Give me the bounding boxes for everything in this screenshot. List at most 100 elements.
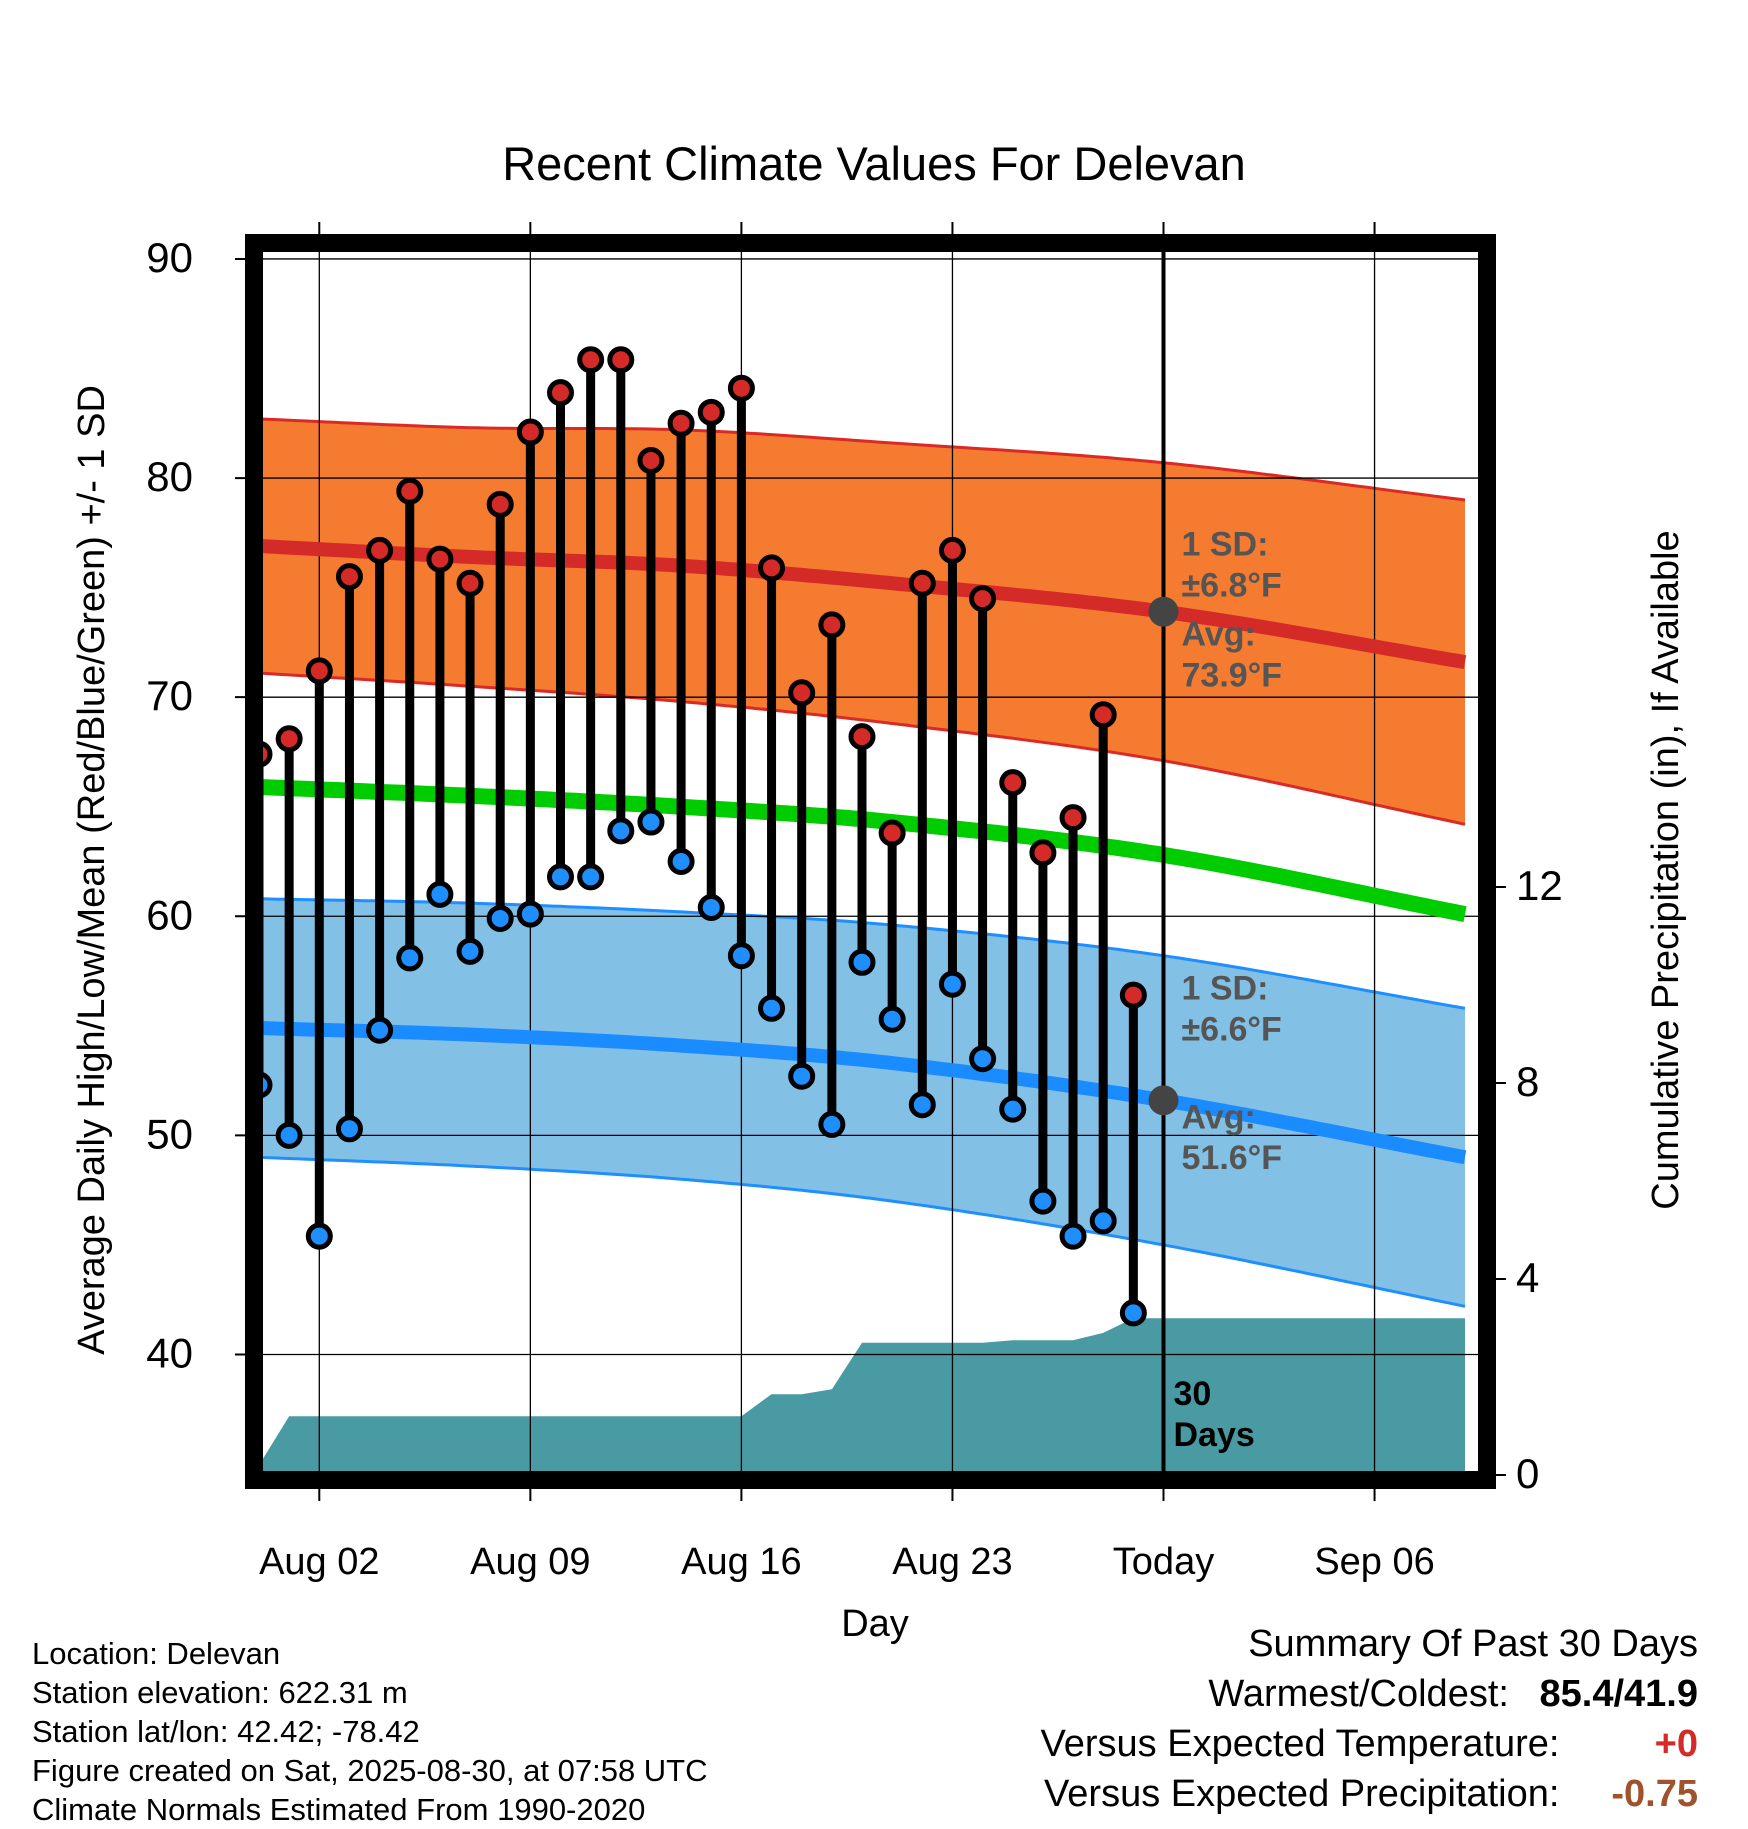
low-point-2025-08-28 — [1089, 1207, 1117, 1235]
low-sd-annotation: 1 SD: ±6.6°F — [1182, 970, 1282, 1049]
high-point-2025-08-18 — [788, 679, 816, 707]
low-point-2025-08-02 — [305, 1222, 333, 1250]
low-point-2025-08-11 — [577, 863, 605, 891]
summary-temp-label: Versus Expected Temperature: — [1040, 1723, 1560, 1765]
high-sd-annotation: 1 SD: ±6.8°F — [1182, 526, 1282, 605]
low-point-2025-08-21 — [878, 1005, 906, 1033]
footer-info: Location: Delevan Station elevation: 622… — [32, 1634, 708, 1829]
high-sd-band-upper-edge — [258, 417, 1466, 502]
x-tick-label-3: Aug 23 — [892, 1541, 1012, 1583]
footer-created: Figure created on Sat, 2025-08-30, at 07… — [32, 1753, 708, 1788]
high-point-2025-08-21 — [878, 819, 906, 847]
axes-layer: 40 50 60 70 80 90 0 4 8 12 Aug 02 Aug 09 Aug 16 Aug 2… — [146, 222, 1563, 1583]
high-point-2025-08-03 — [335, 563, 363, 591]
summary-warmest-label: Warmest/Coldest: — [1208, 1673, 1509, 1715]
summary-warmest-value: 85.4/41.9 — [1539, 1673, 1698, 1715]
summary-precip-value: -0.75 — [1611, 1773, 1698, 1815]
low-point-2025-08-01 — [275, 1121, 303, 1149]
footer-normals: Climate Normals Estimated From 1990-2020 — [32, 1792, 646, 1827]
today-low-normal-marker — [1148, 1085, 1179, 1116]
low-point-2025-08-26 — [1029, 1187, 1057, 1215]
high-point-2025-08-13 — [637, 447, 665, 475]
low-point-2025-08-06 — [426, 880, 454, 908]
high-point-2025-08-02 — [305, 657, 333, 685]
high-sd-band-lower-edge — [258, 671, 1466, 826]
y-right-tick-label-4: 4 — [1516, 1254, 1539, 1301]
high-point-2025-08-26 — [1029, 839, 1057, 867]
high-point-2025-08-27 — [1059, 804, 1087, 832]
low-point-2025-08-12 — [607, 817, 635, 845]
high-point-2025-08-07 — [456, 569, 484, 597]
high-point-2025-08-29 — [1119, 981, 1147, 1009]
days-annotation-line-2: Days — [1174, 1416, 1255, 1454]
x-tick-label-5: Sep 06 — [1314, 1541, 1434, 1583]
high-point-2025-08-22 — [908, 569, 936, 597]
high-avg-line — [258, 539, 1467, 669]
high-avg-annotation-line-2: 73.9°F — [1182, 657, 1283, 695]
low-point-2025-08-03 — [335, 1115, 363, 1143]
y-right-tick-label-8: 8 — [1516, 1058, 1539, 1105]
footer-latlon: Station lat/lon: 42.42; -78.42 — [32, 1714, 420, 1749]
y-right-tick-label-0: 0 — [1516, 1450, 1539, 1497]
summary-precip-label: Versus Expected Precipitation: — [1044, 1773, 1560, 1815]
y-left-tick-label-60: 60 — [146, 891, 193, 938]
x-tick-label-1: Aug 09 — [470, 1541, 590, 1583]
y-left-tick-label-50: 50 — [146, 1110, 193, 1157]
days-annotation: 30 Days — [1174, 1375, 1255, 1454]
low-avg-annotation-line-1: Avg: — [1182, 1098, 1256, 1136]
y-right-tick-label-12: 12 — [1516, 862, 1563, 909]
high-point-2025-08-05 — [396, 477, 424, 505]
low-point-2025-08-15 — [697, 894, 725, 922]
high-point-2025-08-15 — [697, 398, 725, 426]
y-left-tick-label-40: 40 — [146, 1329, 193, 1376]
high-point-2025-08-01 — [275, 725, 303, 753]
x-tick-label-2: Aug 16 — [681, 1541, 801, 1583]
low-sd-band-lower-edge — [258, 1155, 1466, 1308]
y-axis-label-right: Cumulative Precipitation (in), If Availa… — [1645, 530, 1687, 1209]
low-point-2025-08-22 — [908, 1091, 936, 1119]
low-point-2025-08-13 — [637, 808, 665, 836]
low-point-2025-08-20 — [848, 948, 876, 976]
low-point-2025-08-27 — [1059, 1222, 1087, 1250]
low-point-2025-08-09 — [516, 900, 544, 928]
low-point-2025-08-14 — [667, 848, 695, 875]
low-point-2025-08-10 — [547, 863, 574, 891]
high-point-2025-08-09 — [516, 418, 544, 446]
high-point-2025-08-10 — [547, 379, 574, 407]
days-annotation-line-1: 30 — [1174, 1375, 1212, 1413]
observations-layer — [245, 346, 1179, 1327]
x-axis-label: Day — [841, 1603, 909, 1645]
high-point-2025-08-19 — [818, 611, 846, 639]
high-sd-annotation-line-2: ±6.8°F — [1182, 567, 1282, 605]
summary-panel: Summary Of Past 30 Days Warmest/Coldest:… — [1041, 1619, 1698, 1819]
high-point-2025-08-14 — [667, 409, 695, 437]
low-point-2025-08-08 — [486, 904, 514, 932]
summary-precip-row: Versus Expected Precipitation: -0.75 — [1041, 1769, 1698, 1819]
chart-title: Recent Climate Values For Delevan — [502, 137, 1246, 190]
footer-elevation: Station elevation: 622.31 m — [32, 1675, 408, 1710]
x-tick-label-0: Aug 02 — [259, 1541, 379, 1583]
low-point-2025-08-19 — [818, 1110, 846, 1138]
low-point-2025-08-16 — [727, 942, 755, 970]
high-point-2025-08-20 — [848, 723, 876, 751]
y-left-tick-label-70: 70 — [146, 672, 193, 719]
low-point-2025-08-29 — [1119, 1299, 1147, 1327]
x-tick-label-4: Today — [1113, 1541, 1214, 1583]
low-sd-annotation-line-1: 1 SD: — [1182, 970, 1269, 1008]
high-point-2025-08-25 — [999, 769, 1027, 797]
high-avg-annotation: Avg: 73.9°F — [1182, 616, 1283, 695]
high-point-2025-08-06 — [426, 545, 454, 573]
low-point-2025-08-04 — [366, 1016, 394, 1044]
precipitation-layer — [259, 1318, 1465, 1475]
low-point-2025-08-24 — [969, 1045, 997, 1073]
plot-frame — [245, 234, 1496, 1489]
high-avg-annotation-line-1: Avg: — [1182, 616, 1256, 654]
low-point-2025-08-05 — [396, 944, 424, 972]
frame-layer — [245, 234, 1496, 1489]
low-point-2025-08-25 — [999, 1095, 1027, 1123]
high-point-2025-08-16 — [727, 374, 755, 402]
low-point-2025-08-18 — [788, 1062, 816, 1090]
